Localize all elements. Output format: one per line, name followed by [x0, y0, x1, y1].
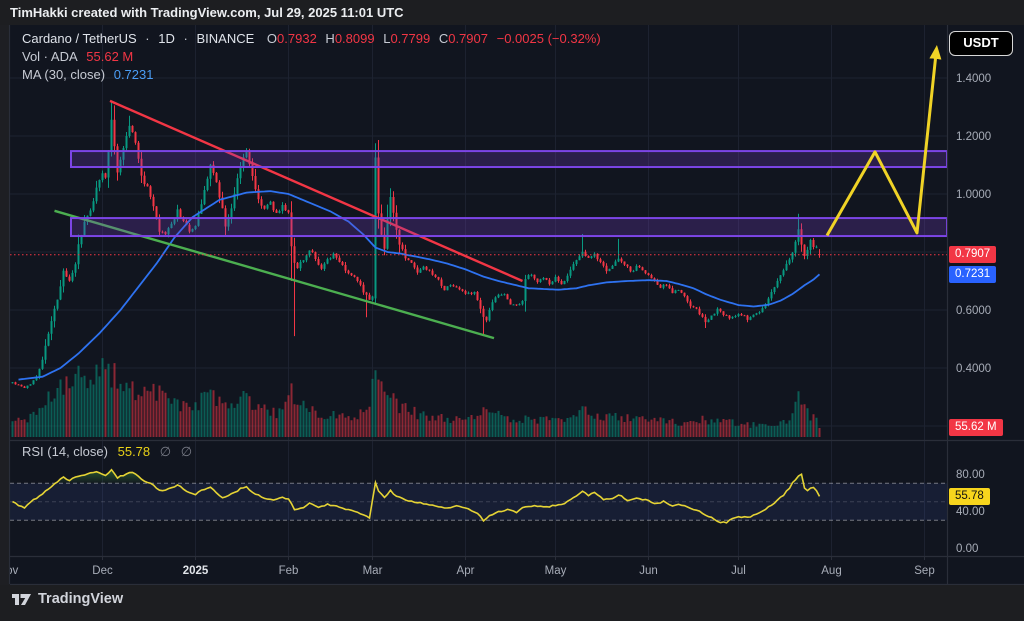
trendline-green[interactable] [54, 209, 495, 340]
time-tick-label: Jun [639, 565, 658, 577]
ma-value: 0.7231 [113, 67, 154, 82]
grid-lines [10, 25, 947, 556]
time-tick-label: May [545, 565, 567, 577]
volume-row: Vol · ADA 55.62 M [22, 48, 606, 66]
chart-legend: Cardano / TetherUS · 1D · BINANCE O0.793… [22, 30, 606, 84]
price-tick-label: 1.2000 [956, 131, 991, 143]
time-tick-label: Aug [821, 565, 841, 577]
low-value: 0.7799 [390, 31, 431, 46]
tradingview-logo-icon [12, 594, 31, 605]
time-axis-ticks[interactable]: Nov Dec 2025 Feb Mar Apr May Jun Jul Aug Sep [0, 556, 935, 577]
time-tick-label: Jul [731, 565, 746, 577]
rsi-legend: RSI (14, close) 55.78 ∅ ∅ [22, 443, 198, 461]
exchange-label: BINANCE [196, 31, 255, 46]
rsi-na-icon: ∅ [180, 444, 193, 459]
open-value: 0.7932 [277, 31, 317, 46]
open-label: O [266, 31, 278, 46]
close-label: C [438, 31, 449, 46]
snapshot-footer: TradingView [0, 585, 1024, 621]
rsi-axis-ticks[interactable]: 80.00 40.00 0.00 [956, 469, 985, 555]
supply-zone-upper[interactable] [70, 150, 948, 169]
time-tick-label: Nov [0, 565, 18, 577]
ma-row: MA (30, close) 0.7231 [22, 66, 606, 84]
rsi-tick-label: 0.00 [956, 543, 978, 555]
symbol-row: Cardano / TetherUS · 1D · BINANCE O0.793… [22, 30, 606, 48]
time-tick-label: Sep [914, 565, 934, 577]
pane-separators [8, 25, 1024, 586]
rsi-pane [10, 468, 947, 524]
rsi-label: RSI (14, close) [22, 444, 108, 459]
separator-dot: · [145, 31, 150, 46]
time-tick-label: Apr [457, 565, 475, 577]
rsi-overbought-fill [55, 469, 151, 484]
rsi-line [12, 468, 821, 524]
close-value: 0.7907 [448, 31, 488, 46]
rsi-tick-label: 40.00 [956, 506, 985, 518]
time-tick-label: Feb [279, 565, 299, 577]
low-label: L [383, 31, 391, 46]
currency-toggle-button[interactable]: USDT [949, 31, 1013, 56]
volume-value: 55.62 M [86, 49, 134, 64]
ma-line [18, 190, 821, 381]
rsi-axis-label: 55.78 [949, 487, 990, 505]
price-tick-label: 0.4000 [956, 363, 991, 375]
ma-axis-label: 0.7231 [949, 265, 997, 283]
snapshot-header: TimHakki created with TradingView.com, J… [0, 0, 1024, 25]
price-axis-ticks[interactable]: 1.4000 1.2000 1.0000 0.6000 0.4000 [956, 73, 991, 375]
currency-toggle-label: USDT [963, 35, 999, 50]
trendline-red[interactable] [109, 99, 523, 283]
supply-zone-lower[interactable] [70, 217, 948, 238]
rsi-value: 55.78 [117, 444, 151, 459]
candlestick-series [11, 101, 821, 389]
tradingview-logo[interactable]: TradingView [12, 591, 123, 607]
high-label: H [325, 31, 335, 46]
volume-series [11, 358, 821, 437]
volume-label: Vol · ADA [22, 49, 78, 64]
high-value: 0.8099 [334, 31, 375, 46]
rsi-tick-label: 80.00 [956, 469, 985, 481]
separator-dot: · [183, 31, 188, 46]
time-tick-label: 2025 [183, 565, 209, 577]
tradingview-logo-text: TradingView [38, 591, 124, 607]
time-tick-label: Mar [363, 565, 383, 577]
snapshot-title: TimHakki created with TradingView.com, J… [10, 5, 404, 20]
change-value: −0.0025 (−0.32%) [496, 31, 601, 46]
price-tick-label: 1.4000 [956, 73, 991, 85]
volume-axis-label: 55.62 M [949, 419, 1003, 437]
rsi-na-icon: ∅ [159, 444, 172, 459]
last-price-axis-label: 0.7907 [949, 246, 997, 264]
price-tick-label: 0.6000 [956, 305, 991, 317]
interval-label: 1D [158, 31, 175, 46]
symbol-name: Cardano / TetherUS [22, 31, 137, 46]
time-tick-label: Dec [92, 565, 113, 577]
price-tick-label: 1.0000 [956, 189, 991, 201]
projection-arrow[interactable] [825, 45, 942, 237]
ma-label: MA (30, close) [22, 67, 106, 82]
